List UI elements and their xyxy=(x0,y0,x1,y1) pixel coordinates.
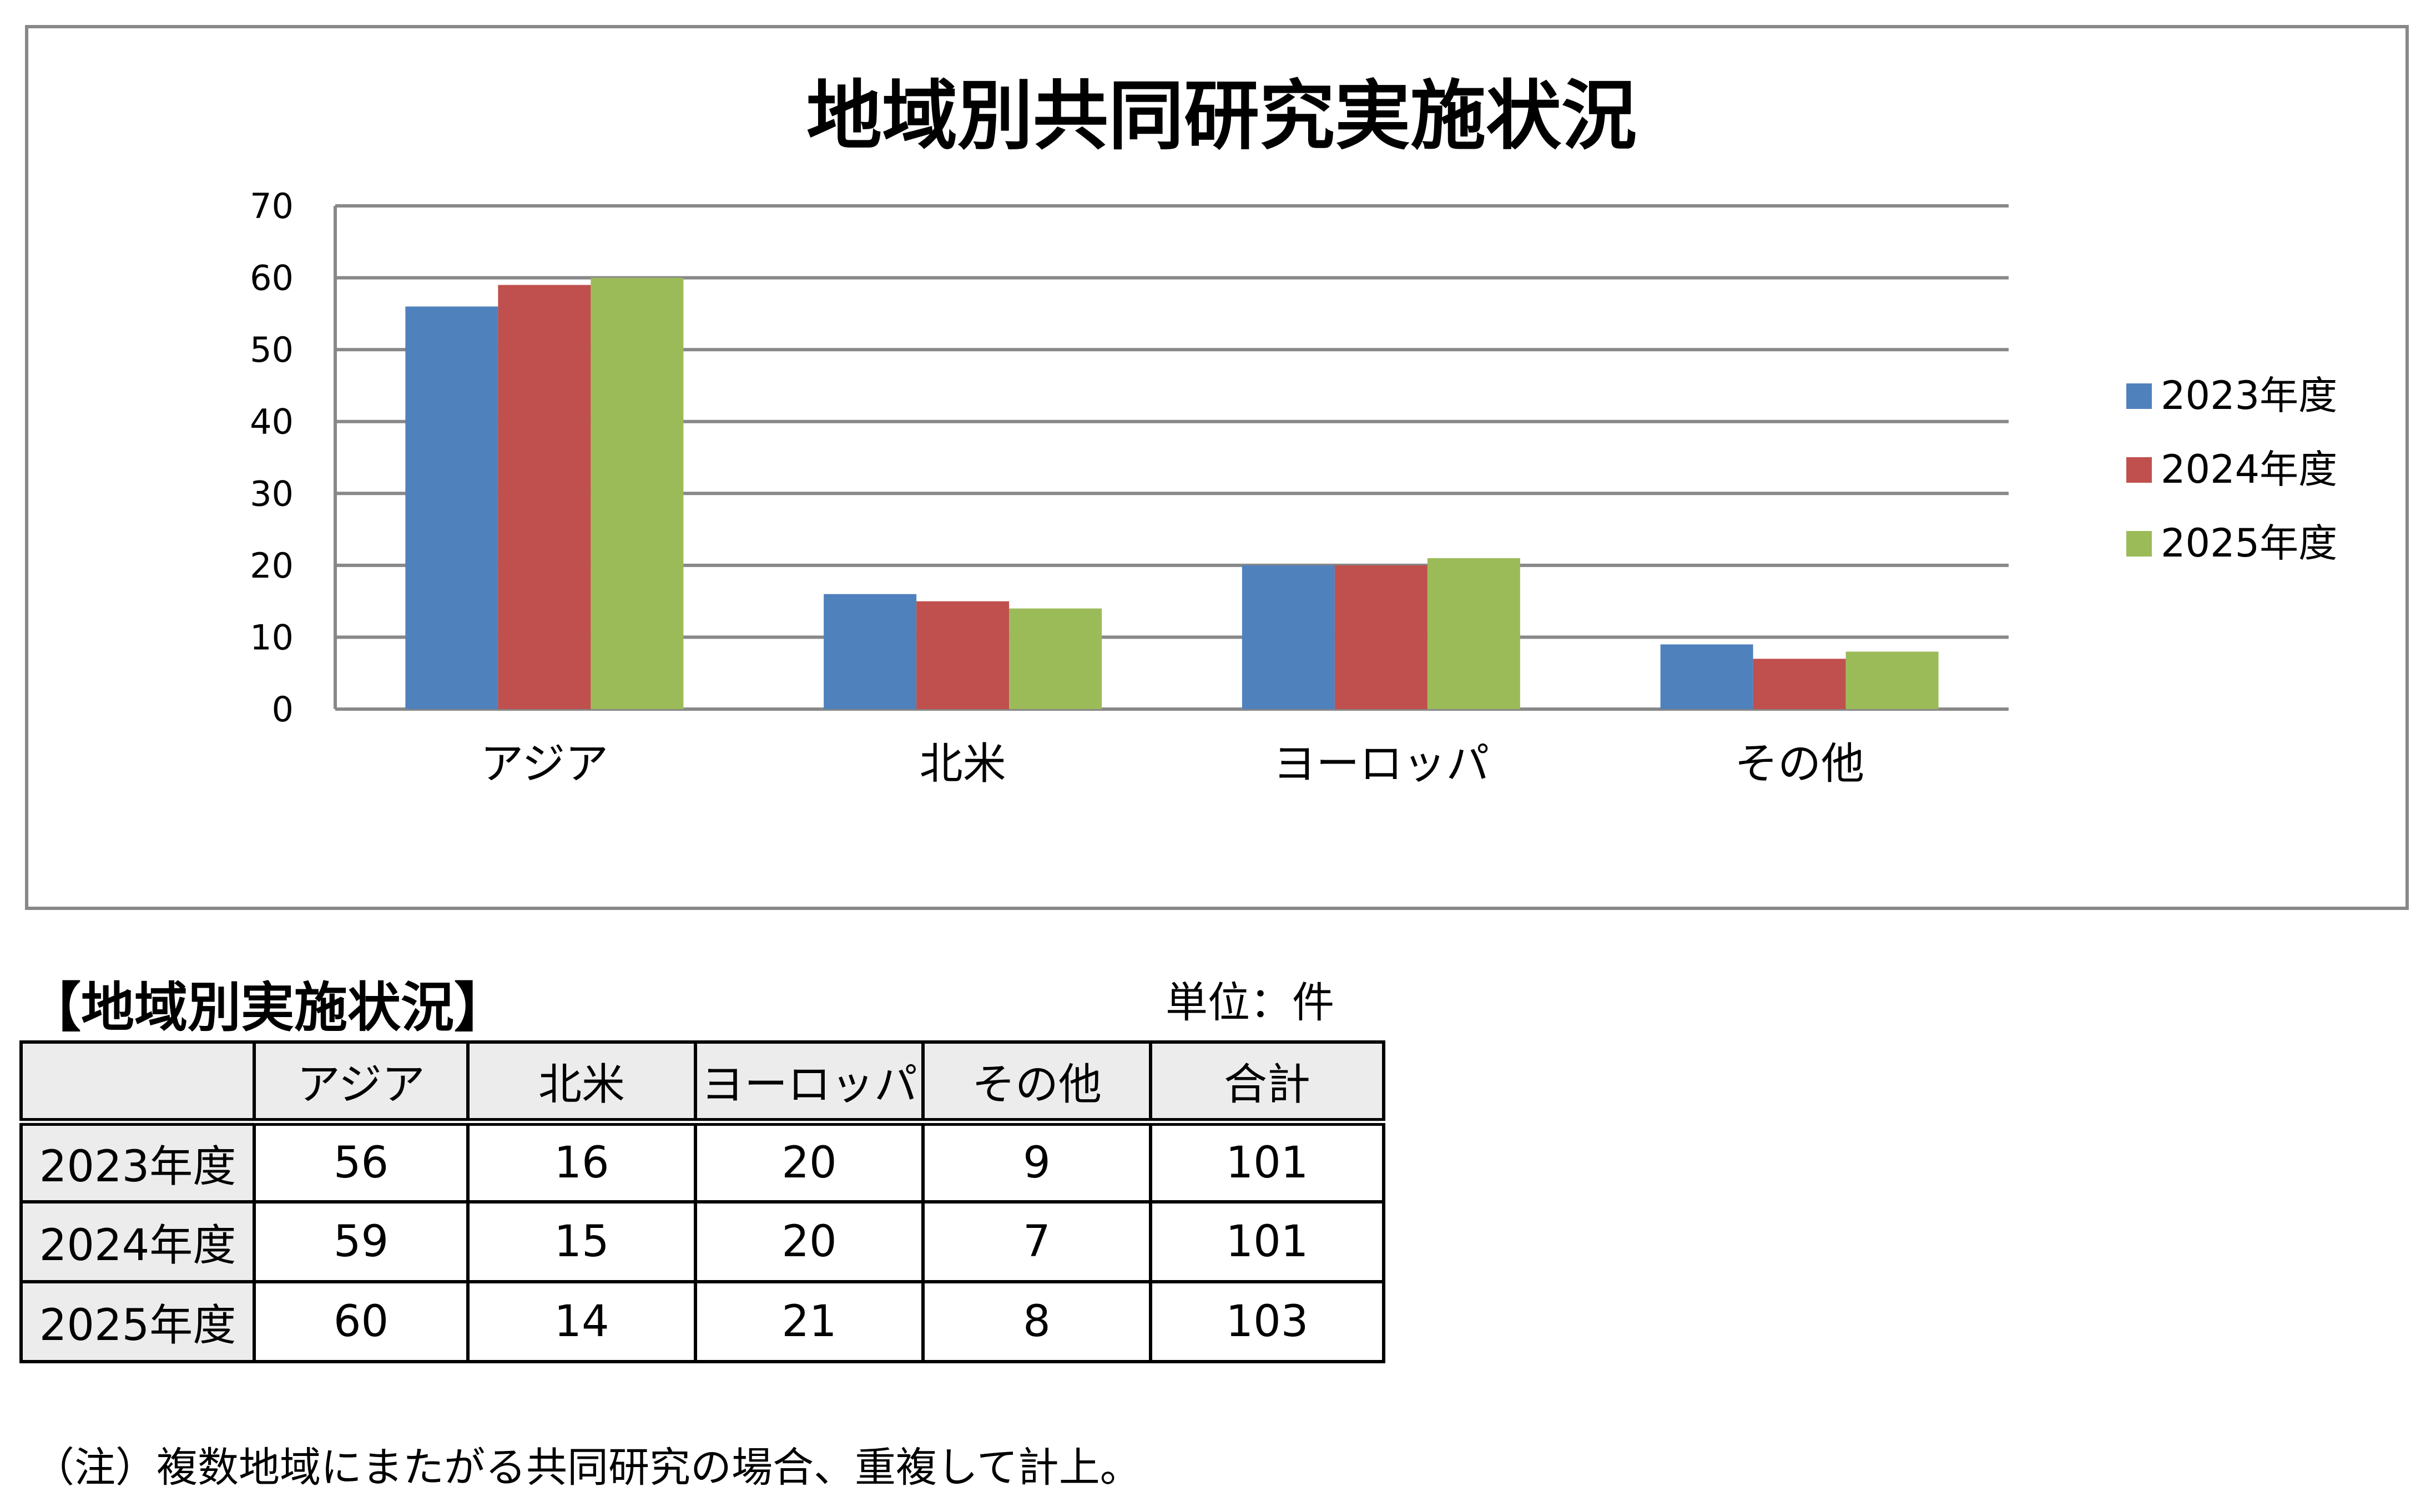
header-north-america: 北米 xyxy=(466,1040,697,1126)
row-label: 2024年度 xyxy=(19,1200,256,1283)
chart-title: 地域別共同研究実施状況 xyxy=(806,73,1637,160)
header-total: 合計 xyxy=(1149,1040,1385,1126)
bar-chart: 地域別共同研究実施状況 0 10 20 30 40 50 60 70 アジア 北米 ヨーロッパ その… xyxy=(250,73,2337,789)
y-tick-label: 40 xyxy=(250,402,294,442)
table-cell: 20 xyxy=(694,1200,925,1283)
bar xyxy=(1334,565,1428,709)
y-tick-label: 30 xyxy=(250,473,294,514)
x-axis: アジア 北米 ヨーロッパ その他 xyxy=(480,739,1864,789)
y-tick-label: 10 xyxy=(250,617,294,658)
bar xyxy=(1242,565,1335,709)
bar xyxy=(916,601,1010,709)
legend: 2023年度 2024年度 2025年度 xyxy=(2126,373,2337,566)
x-tick-label: 北米 xyxy=(920,739,1006,789)
bar xyxy=(405,306,498,709)
legend-label: 2024年度 xyxy=(2161,447,2337,492)
table-cell: 59 xyxy=(253,1200,470,1283)
bar xyxy=(498,285,591,709)
y-tick-label: 50 xyxy=(250,330,294,370)
table-cell: 60 xyxy=(253,1280,470,1363)
legend-label: 2025年度 xyxy=(2161,520,2337,566)
table-cell: 7 xyxy=(921,1200,1152,1283)
table-cell: 101 xyxy=(1149,1120,1385,1203)
x-tick-label: ヨーロッパ xyxy=(1273,739,1489,789)
header-corner xyxy=(19,1040,256,1126)
table-cell: 9 xyxy=(921,1120,1152,1203)
bar xyxy=(1009,608,1102,709)
footnote: （注）複数地域にまたがる共同研究の場合、重複して計上。 xyxy=(33,1444,1141,1491)
table-cell: 14 xyxy=(466,1280,697,1363)
legend-swatch xyxy=(2126,457,2152,483)
legend-swatch xyxy=(2126,531,2152,557)
legend-swatch xyxy=(2126,383,2152,409)
table-cell: 103 xyxy=(1149,1280,1385,1363)
table-cell: 8 xyxy=(921,1280,1152,1363)
table-cell: 21 xyxy=(694,1280,925,1363)
bar xyxy=(1753,659,1846,709)
x-tick-label: その他 xyxy=(1734,739,1864,789)
table-row: 2024年度 59 15 20 7 101 xyxy=(19,1200,1385,1283)
chart-frame: 地域別共同研究実施状況 0 10 20 30 40 50 60 70 アジア 北米 ヨーロッパ その… xyxy=(25,25,2409,910)
table-title: 【地域別実施状況】 xyxy=(28,977,507,1039)
bar xyxy=(591,277,684,710)
header-europe: ヨーロッパ xyxy=(694,1040,925,1126)
table-header-row: アジア 北米 ヨーロッパ その他 合計 xyxy=(19,1040,1385,1126)
legend-label: 2023年度 xyxy=(2161,373,2337,418)
data-table: アジア 北米 ヨーロッパ その他 合計 2023年度 56 16 20 9 10… xyxy=(19,1040,1385,1363)
x-tick-label: アジア xyxy=(480,739,608,789)
header-asia: アジア xyxy=(253,1040,470,1126)
unit-label: 単位：件 xyxy=(1166,978,1334,1027)
y-axis: 0 10 20 30 40 50 60 70 xyxy=(250,186,2009,730)
table-cell: 101 xyxy=(1149,1200,1385,1283)
y-tick-label: 0 xyxy=(272,689,294,730)
bars xyxy=(405,277,1939,710)
table-cell: 20 xyxy=(694,1120,925,1203)
row-label: 2023年度 xyxy=(19,1120,256,1203)
y-tick-label: 20 xyxy=(250,545,294,586)
table-row: 2025年度 60 14 21 8 103 xyxy=(19,1280,1385,1363)
bar xyxy=(1660,644,1753,709)
table-cell: 16 xyxy=(466,1120,697,1203)
y-tick-label: 70 xyxy=(250,186,294,226)
y-tick-label: 60 xyxy=(250,258,294,299)
table-row: 2023年度 56 16 20 9 101 xyxy=(19,1120,1385,1203)
table-cell: 15 xyxy=(466,1200,697,1283)
bar xyxy=(1845,651,1939,709)
bar xyxy=(1427,558,1520,709)
header-other: その他 xyxy=(921,1040,1152,1126)
row-label: 2025年度 xyxy=(19,1280,256,1363)
table-cell: 56 xyxy=(253,1120,470,1203)
bar xyxy=(824,594,917,709)
